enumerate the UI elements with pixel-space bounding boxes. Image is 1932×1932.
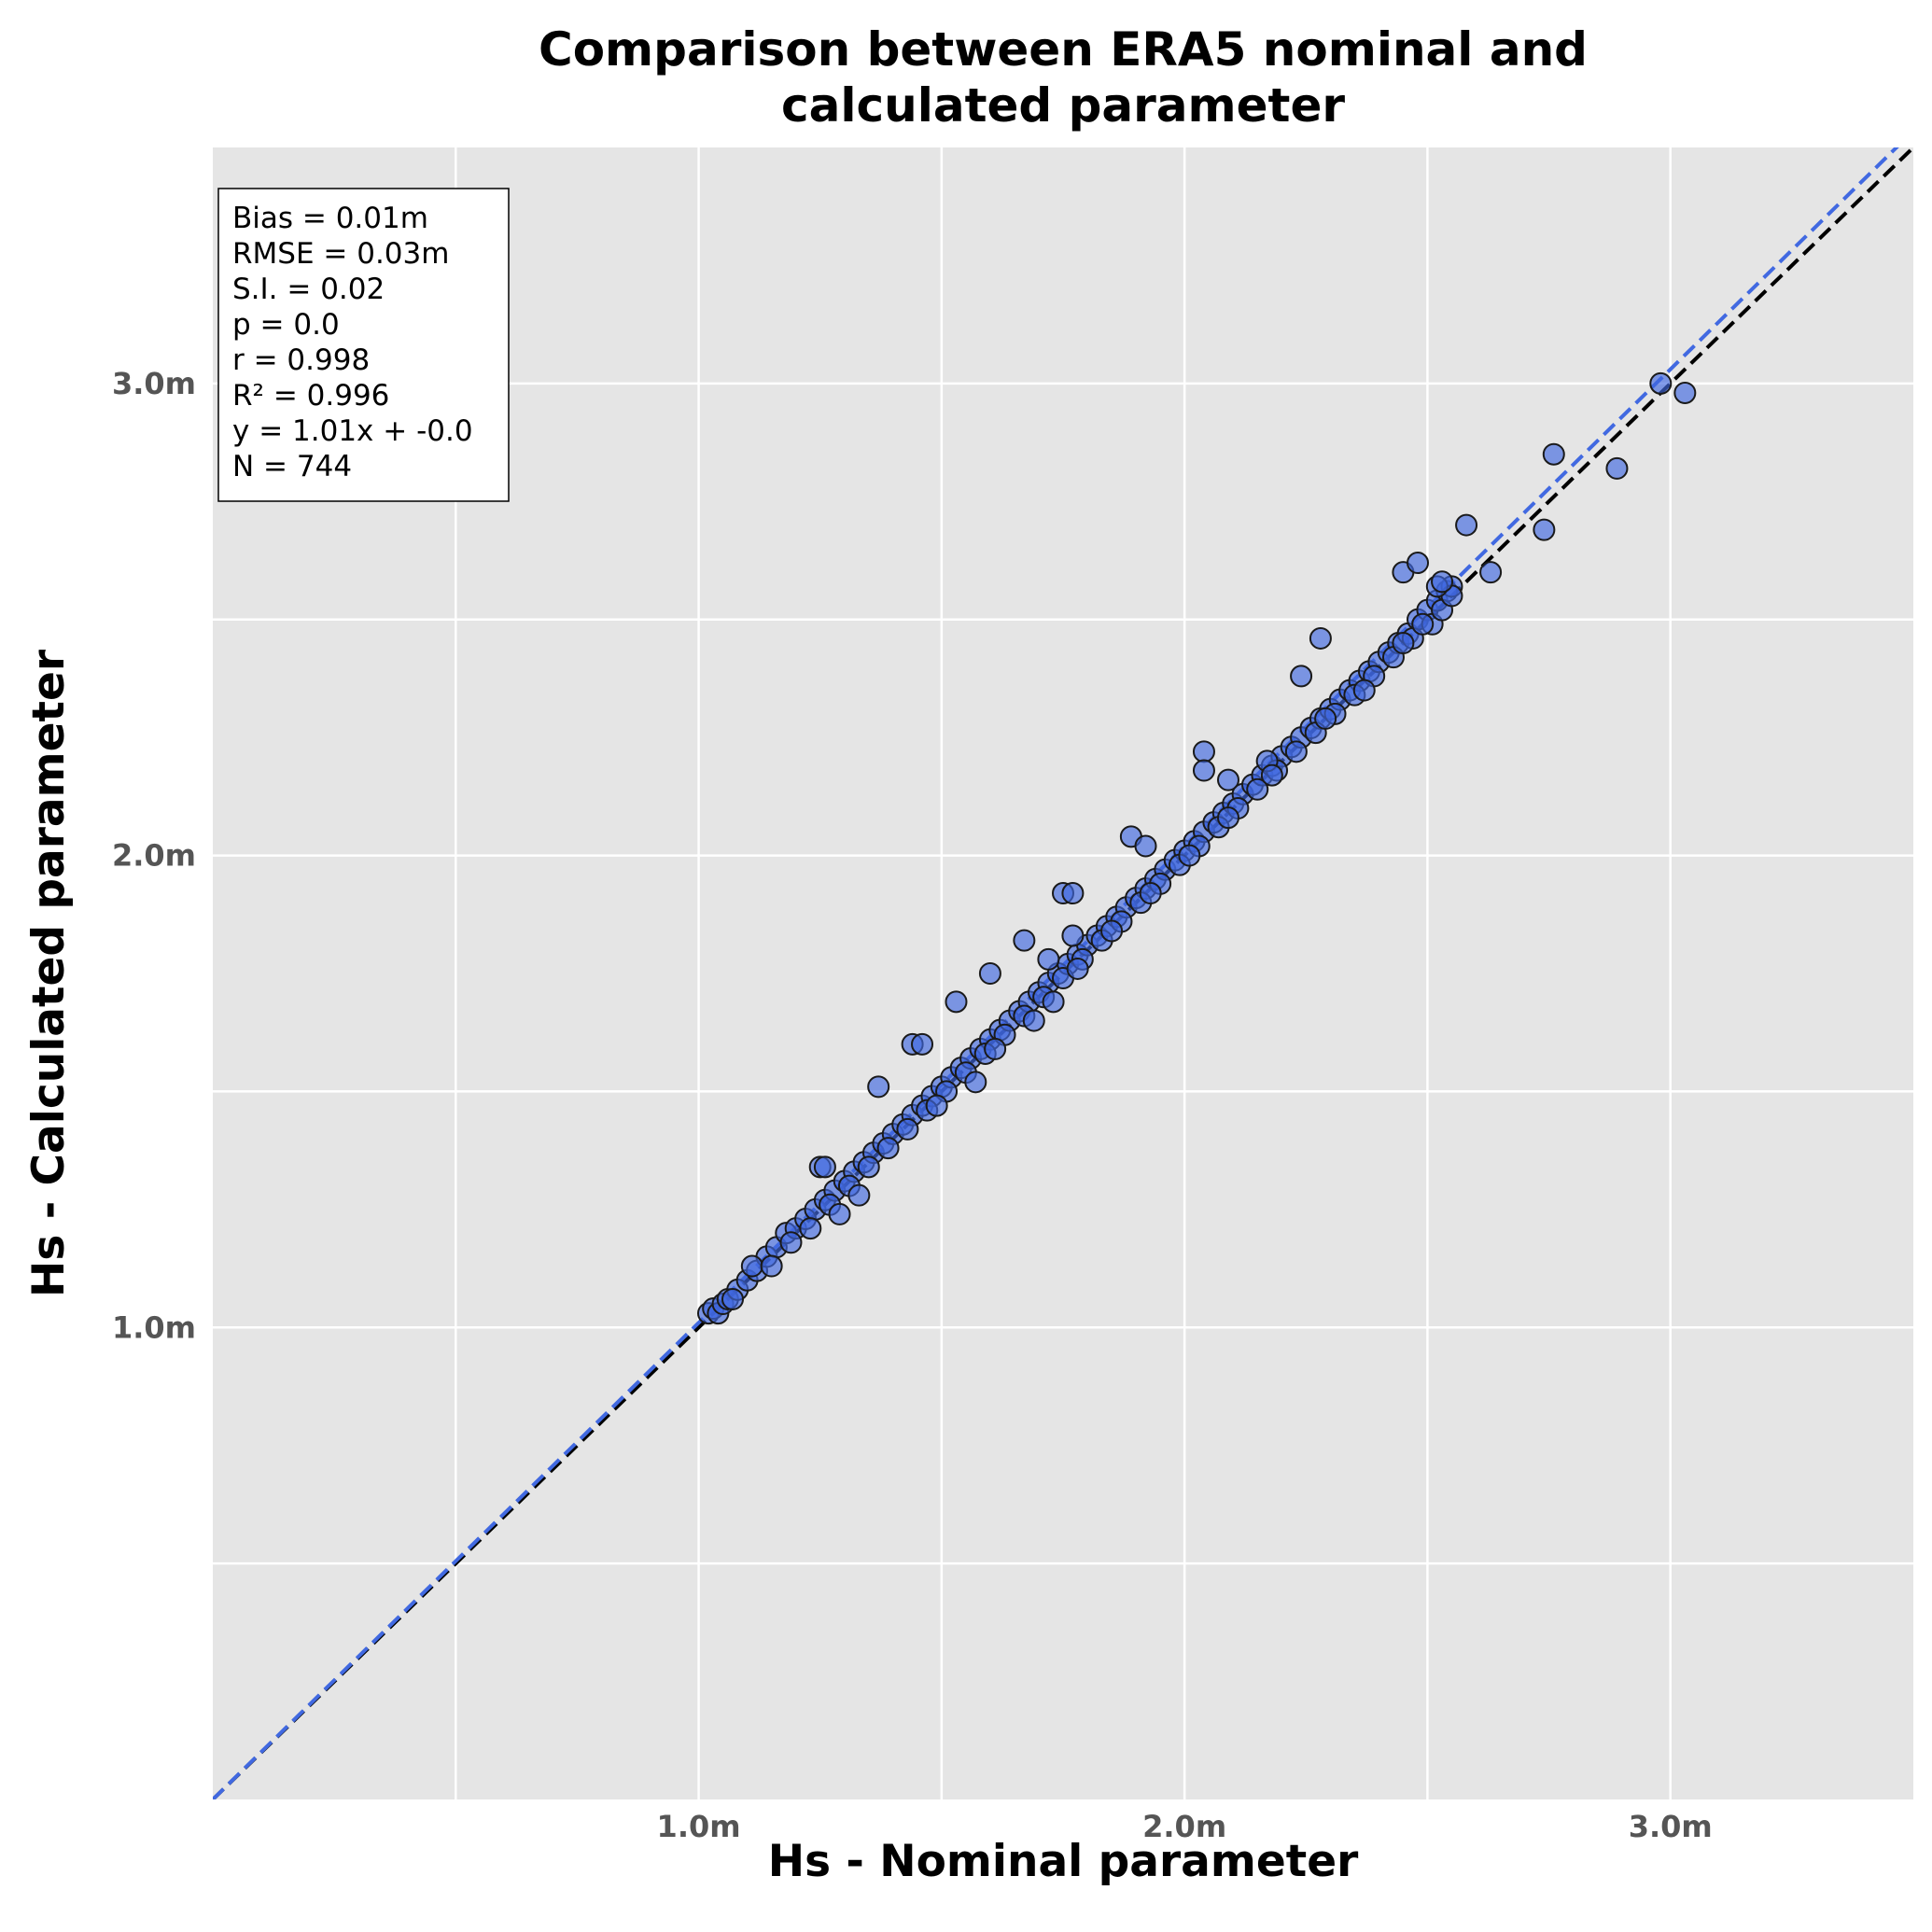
scatter-point <box>1533 518 1556 541</box>
scatter-point <box>1134 834 1157 858</box>
chart-title-line-2: calculated parameter <box>781 78 1345 133</box>
scatter-point <box>1216 806 1239 830</box>
scatter-point <box>1284 740 1308 763</box>
scatter-point <box>847 1183 871 1207</box>
scatter-point <box>984 1037 1007 1060</box>
stats-r: r = 0.998 <box>232 343 370 377</box>
scatter-point <box>721 1287 745 1310</box>
scatter-point <box>1392 632 1415 654</box>
stats-box-frame <box>217 188 510 502</box>
y-axis-ticks: 1.0m 2.0m 3.0m <box>112 366 196 1345</box>
scatter-point <box>1216 768 1239 791</box>
scatter-point <box>740 1254 763 1278</box>
stats-n: N = 744 <box>232 450 352 483</box>
scatter-point <box>813 1155 836 1179</box>
stats-p: p = 0.0 <box>232 308 340 342</box>
scatter-point <box>964 1071 987 1094</box>
x-tick-label: 3.0m <box>1629 1809 1713 1844</box>
stats-rmse: RMSE = 0.03m <box>232 237 449 271</box>
scatter-point <box>1192 740 1215 763</box>
scatter-point <box>1061 882 1085 905</box>
x-axis-label: Hs - Nominal parameter <box>768 1836 1359 1887</box>
scatter-point <box>1042 990 1065 1014</box>
x-tick-label: 2.0m <box>1142 1809 1226 1844</box>
scatter-point <box>1260 763 1283 787</box>
scatter-point <box>1649 371 1673 395</box>
reference-lines <box>213 147 1913 1799</box>
y-tick-label: 1.0m <box>112 1309 196 1345</box>
stats-bias: Bias = 0.01m <box>232 202 428 235</box>
scatter-point <box>925 1094 948 1117</box>
scatter-point <box>1061 924 1085 947</box>
scatter-point <box>1455 513 1478 537</box>
scatter-point <box>1013 929 1036 952</box>
scatter-point <box>1066 957 1089 980</box>
stats-box: Bias = 0.01m RMSE = 0.03m S.I. = 0.02 p … <box>217 188 510 502</box>
scatter-point <box>1246 777 1269 801</box>
y-tick-label: 2.0m <box>112 838 196 874</box>
identity-line <box>213 147 1913 1799</box>
scatter-point <box>760 1254 783 1278</box>
data-points <box>696 371 1697 1325</box>
scatter-point <box>1290 665 1313 688</box>
x-tick-label: 1.0m <box>657 1809 741 1844</box>
scatter-point <box>1411 612 1435 636</box>
scatter-point <box>1139 882 1162 905</box>
scatter-point <box>857 1155 880 1179</box>
stats-si: S.I. = 0.02 <box>232 273 385 306</box>
chart-title-line-1: Comparison between ERA5 nominal and <box>539 22 1588 77</box>
stats-r-squared: R² = 0.996 <box>232 379 389 413</box>
scatter-point <box>1407 552 1430 575</box>
scatter-point <box>1178 844 1201 867</box>
scatter-point <box>1022 1009 1045 1032</box>
scatter-point <box>1037 947 1060 971</box>
scatter-point <box>1100 919 1124 943</box>
scatter-point <box>896 1117 919 1141</box>
scatter-point <box>867 1075 890 1099</box>
scatter-point <box>1479 561 1503 584</box>
scatter-point <box>799 1217 822 1240</box>
scatter-point <box>978 962 1001 985</box>
scatter-point <box>1352 679 1376 702</box>
scatter-point <box>1192 759 1215 782</box>
scatter-point <box>1431 570 1454 594</box>
scatter-point <box>945 990 968 1014</box>
scatter-point <box>1673 381 1697 404</box>
x-axis-ticks: 1.0m 2.0m 3.0m <box>657 1809 1713 1844</box>
scatter-point <box>911 1032 934 1056</box>
stats-fit-equation: y = 1.01x + -0.0 <box>232 414 473 448</box>
scatter-point <box>828 1202 851 1225</box>
y-tick-label: 3.0m <box>112 366 196 401</box>
scatter-point <box>1542 442 1565 466</box>
scatter-point <box>1309 626 1332 650</box>
scatter-point <box>1314 707 1337 730</box>
scatter-point <box>876 1137 900 1160</box>
y-axis-label: Hs - Calculated parameter <box>23 649 75 1297</box>
scatter-point <box>1605 456 1629 480</box>
scatter-point <box>779 1231 803 1254</box>
